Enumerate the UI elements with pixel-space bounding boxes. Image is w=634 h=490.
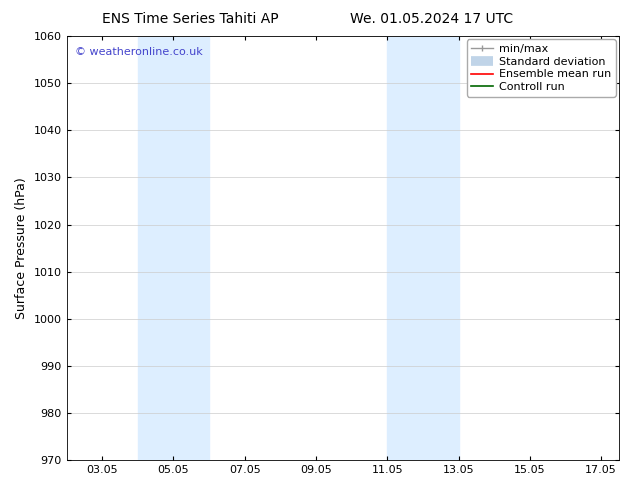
Legend: min/max, Standard deviation, Ensemble mean run, Controll run: min/max, Standard deviation, Ensemble me… [467, 40, 616, 97]
Text: © weatheronline.co.uk: © weatheronline.co.uk [75, 47, 203, 57]
Y-axis label: Surface Pressure (hPa): Surface Pressure (hPa) [15, 177, 28, 319]
Bar [387, 36, 458, 460]
Text: We. 01.05.2024 17 UTC: We. 01.05.2024 17 UTC [349, 12, 513, 26]
Bar [138, 36, 209, 460]
Text: ENS Time Series Tahiti AP: ENS Time Series Tahiti AP [102, 12, 278, 26]
